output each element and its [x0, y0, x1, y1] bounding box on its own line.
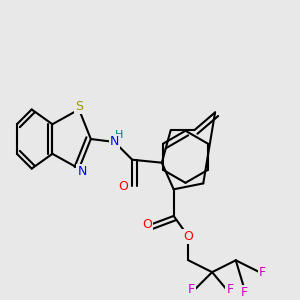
Text: F: F — [259, 266, 266, 279]
Text: O: O — [142, 218, 152, 231]
Text: F: F — [241, 286, 248, 299]
Text: F: F — [226, 284, 233, 296]
Text: N: N — [77, 165, 87, 178]
Text: F: F — [188, 284, 195, 296]
Text: H: H — [115, 130, 123, 140]
Text: N: N — [110, 136, 119, 148]
Text: O: O — [184, 230, 194, 243]
Text: O: O — [118, 180, 128, 193]
Text: S: S — [75, 100, 83, 113]
